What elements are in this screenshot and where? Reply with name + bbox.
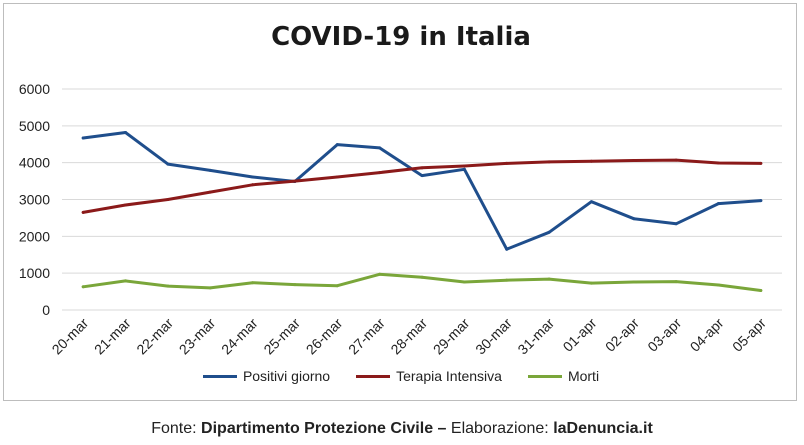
x-tick-label: 23-mar bbox=[176, 315, 219, 358]
x-tick-label: 21-mar bbox=[91, 315, 134, 358]
legend-item-morti: Morti bbox=[527, 368, 600, 384]
x-tick-label: 31-mar bbox=[514, 315, 557, 358]
x-tick-label: 27-mar bbox=[345, 315, 388, 358]
legend-swatch-terapia bbox=[356, 374, 391, 378]
x-tick-label: 02-apr bbox=[602, 315, 642, 355]
x-tick-label: 28-mar bbox=[387, 315, 430, 358]
data-point bbox=[124, 279, 128, 283]
data-point bbox=[632, 158, 636, 162]
data-point bbox=[759, 161, 763, 165]
x-tick-label: 26-mar bbox=[303, 315, 346, 358]
legend-label-morti: Morti bbox=[567, 368, 600, 384]
x-tick-label: 01-apr bbox=[560, 315, 600, 355]
footer-site: laDenuncia.it bbox=[553, 420, 653, 437]
line-chart: 0 1000 2000 3000 4000 5000 6000 20-mar 21-mar 22-… bbox=[19, 81, 782, 358]
data-point bbox=[208, 190, 212, 194]
x-tick-label: 29-mar bbox=[430, 315, 473, 358]
y-tick-label: 6000 bbox=[19, 81, 50, 97]
data-point bbox=[547, 160, 551, 164]
x-tick-label: 05-apr bbox=[729, 315, 769, 355]
data-point bbox=[251, 175, 255, 179]
data-point bbox=[505, 278, 509, 282]
data-point bbox=[335, 175, 339, 179]
data-point bbox=[589, 281, 593, 285]
data-point bbox=[505, 161, 509, 165]
footer-source: Dipartimento Protezione Civile bbox=[201, 420, 434, 437]
data-point bbox=[589, 159, 593, 163]
footer-prefix: Fonte: bbox=[151, 420, 202, 437]
data-point bbox=[208, 168, 212, 172]
data-point bbox=[208, 286, 212, 290]
y-tick-label: 5000 bbox=[19, 118, 50, 134]
data-point bbox=[716, 283, 720, 287]
data-point bbox=[335, 284, 339, 288]
x-tick-label: 22-mar bbox=[133, 315, 176, 358]
x-tick-label: 25-mar bbox=[260, 315, 303, 358]
x-tick-label: 03-apr bbox=[644, 315, 684, 355]
source-footer: Fonte: Dipartimento Protezione Civile – … bbox=[0, 420, 804, 438]
x-tick-label: 24-mar bbox=[218, 315, 261, 358]
chart-frame: COVID-19 in Italia 0 1000 2000 3000 4000 5000… bbox=[3, 3, 797, 401]
data-point bbox=[716, 161, 720, 165]
data-point bbox=[420, 166, 424, 170]
data-point bbox=[759, 199, 763, 203]
data-point bbox=[505, 247, 509, 251]
data-point bbox=[378, 171, 382, 175]
data-point bbox=[462, 167, 466, 171]
series-line-0 bbox=[81, 131, 763, 251]
data-point bbox=[674, 158, 678, 162]
data-point bbox=[589, 200, 593, 204]
data-point bbox=[632, 217, 636, 221]
legend-label-terapia: Terapia Intensiva bbox=[396, 368, 502, 384]
data-point bbox=[420, 275, 424, 279]
data-point bbox=[124, 203, 128, 207]
data-point bbox=[547, 230, 551, 234]
data-point bbox=[81, 210, 85, 214]
data-point bbox=[759, 288, 763, 292]
data-point bbox=[124, 130, 128, 134]
data-point bbox=[674, 280, 678, 284]
data-point bbox=[420, 174, 424, 178]
legend-item-terapia: Terapia Intensiva bbox=[356, 368, 502, 384]
data-point bbox=[462, 280, 466, 284]
x-tick-label: 04-apr bbox=[687, 315, 727, 355]
x-tick-label: 30-mar bbox=[472, 315, 515, 358]
data-point bbox=[166, 162, 170, 166]
y-tick-label: 4000 bbox=[19, 155, 50, 171]
y-tick-label: 2000 bbox=[19, 228, 50, 244]
data-point bbox=[293, 179, 297, 183]
data-point bbox=[632, 280, 636, 284]
x-tick-label: 20-mar bbox=[49, 315, 92, 358]
data-point bbox=[166, 198, 170, 201]
data-point bbox=[81, 285, 85, 289]
chart-title: COVID-19 in Italia bbox=[271, 22, 531, 52]
data-point bbox=[335, 143, 339, 147]
footer-middle: Elaborazione: bbox=[450, 420, 554, 437]
legend-swatch-morti bbox=[527, 374, 562, 378]
data-point bbox=[251, 183, 255, 187]
data-point bbox=[378, 272, 382, 276]
chart-legend: Positivi giorno Terapia Intensiva Morti bbox=[4, 368, 798, 384]
legend-swatch-positivi bbox=[202, 374, 237, 378]
data-point bbox=[378, 146, 382, 150]
legend-item-positivi: Positivi giorno bbox=[202, 368, 331, 384]
footer-sep: – bbox=[433, 420, 451, 437]
y-tick-label: 0 bbox=[42, 302, 50, 318]
data-point bbox=[251, 281, 255, 285]
data-point bbox=[674, 222, 678, 226]
y-tick-label: 1000 bbox=[19, 265, 50, 281]
y-tick-label: 3000 bbox=[19, 192, 50, 208]
data-point bbox=[716, 202, 720, 206]
legend-label-positivi: Positivi giorno bbox=[242, 368, 331, 384]
data-point bbox=[293, 283, 297, 287]
data-point bbox=[462, 164, 466, 168]
data-point bbox=[166, 284, 170, 288]
data-point bbox=[547, 277, 551, 281]
data-point bbox=[81, 136, 85, 140]
